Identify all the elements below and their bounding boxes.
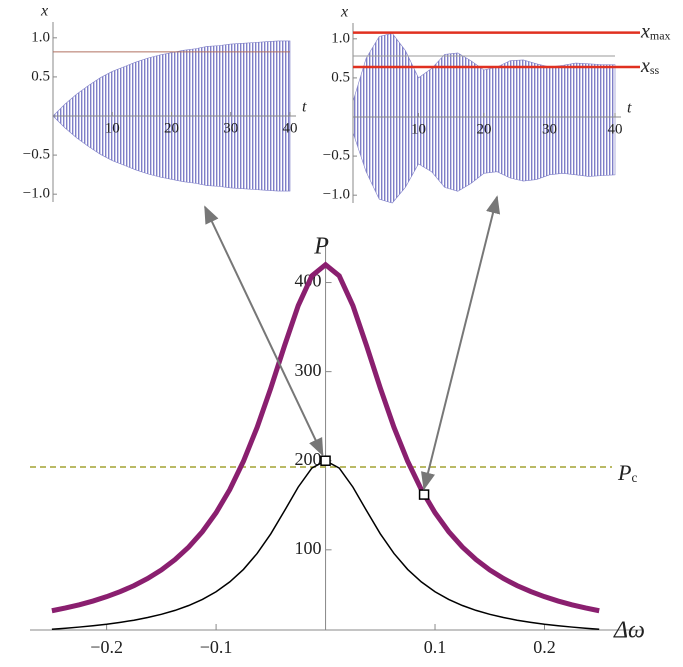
oscillation-envelope <box>352 33 616 118</box>
annotation-sub: max <box>650 28 671 42</box>
y-tick-label: 0.5 <box>331 69 350 85</box>
y-tick-label: −0.5 <box>23 147 50 163</box>
x-tick-label: 10 <box>105 120 120 136</box>
x-tick-label: −0.2 <box>90 637 123 657</box>
x-tick-label: 0.1 <box>424 637 447 657</box>
annotation-sub: c <box>631 470 637 485</box>
annotation-text: P <box>617 460 631 485</box>
y-tick-label: −0.5 <box>323 148 350 164</box>
y-tick-label: 1.0 <box>331 30 350 46</box>
x-tick-label: 30 <box>223 120 238 136</box>
x-axis-label: Δω <box>613 618 645 644</box>
x-tick-label: −0.1 <box>200 637 233 657</box>
x-tick-label: 0.2 <box>533 637 556 657</box>
annotation-text: x <box>640 20 650 42</box>
y-tick-label: −1.0 <box>23 186 50 202</box>
annotation-text: x <box>640 55 650 77</box>
annotation-sub: ss <box>650 63 660 77</box>
x-tick-label: 20 <box>164 120 179 136</box>
oscillation-envelope <box>52 40 291 117</box>
y-tick-label: 0.5 <box>31 68 50 84</box>
y-tick-label: 300 <box>295 360 322 380</box>
operating-point <box>320 455 331 466</box>
x-axis-label: t <box>627 100 632 117</box>
oscillation-envelope <box>52 115 291 192</box>
x-tick-label: 20 <box>477 121 492 137</box>
y-axis-label: x <box>40 3 48 20</box>
y-tick-label: 100 <box>295 538 322 558</box>
annotation: xmax <box>640 20 671 42</box>
curve <box>51 261 600 614</box>
x-axis-label: t <box>302 99 307 116</box>
y-tick-label: 1.0 <box>31 29 50 45</box>
x-tick-label: 10 <box>411 121 426 137</box>
x-tick-label: 40 <box>283 120 298 136</box>
oscillation-envelope <box>352 116 616 204</box>
y-axis-label: P <box>313 234 329 260</box>
operating-point <box>418 489 430 500</box>
x-tick-label: 40 <box>608 121 623 137</box>
x-tick-label: 30 <box>542 121 557 137</box>
y-axis-label: x <box>340 4 348 21</box>
annotation: Pc <box>617 460 637 485</box>
y-tick-label: −1.0 <box>323 187 350 203</box>
connector-arrow <box>204 205 324 457</box>
annotation: xss <box>640 55 660 77</box>
connector-arrow <box>421 195 501 491</box>
